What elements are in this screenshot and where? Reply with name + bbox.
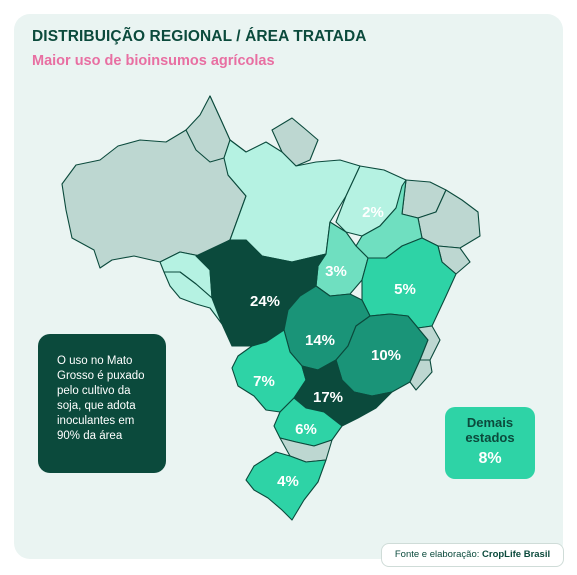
label-tocantins: 3%	[325, 263, 347, 280]
label-sao-paulo: 17%	[313, 389, 343, 406]
label-rio-grande-do-sul: 4%	[277, 473, 299, 490]
mato-grosso-note: O uso no Mato Grosso é puxado pelo culti…	[38, 334, 166, 473]
label-goias: 14%	[305, 332, 335, 349]
others-label: Demais estados	[465, 415, 515, 445]
region-rio-de-janeiro	[409, 359, 433, 391]
label-mato-grosso: 24%	[250, 293, 280, 310]
label-minas-gerais: 10%	[371, 347, 401, 364]
label-piaui: 2%	[362, 204, 384, 221]
source-credit: Fonte e elaboração: CropLife Brasil	[381, 543, 564, 567]
region-rio-grande-do-sul	[245, 451, 327, 521]
label-bahia: 5%	[394, 281, 416, 298]
source-brand: CropLife Brasil	[482, 549, 551, 560]
others-value: 8%	[478, 450, 502, 467]
region-rondonia	[163, 271, 223, 325]
label-parana: 6%	[295, 421, 317, 438]
source-prefix: Fonte e elaboração:	[394, 549, 480, 560]
label-mato-grosso-do-sul: 7%	[253, 373, 275, 390]
page-subtitle: Maior uso de bioinsumos agrícolas	[32, 53, 275, 69]
others-box: Demais estados 8%	[445, 407, 535, 479]
note-text: O uso no Mato Grosso é puxado pelo culti…	[57, 355, 145, 442]
page-title: DISTRIBUIÇÃO REGIONAL / ÁREA TRATADA	[32, 28, 367, 45]
